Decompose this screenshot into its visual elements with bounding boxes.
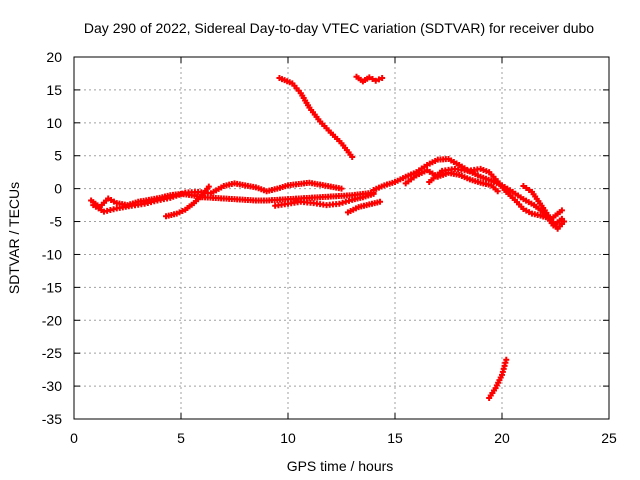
series-trace-6 — [353, 73, 386, 85]
y-tick-label: -10 — [42, 246, 62, 262]
y-tick-label: -20 — [42, 312, 62, 328]
series-trace-5 — [276, 75, 356, 161]
y-tick-label: -15 — [42, 279, 62, 295]
data-series — [88, 73, 568, 401]
y-tick-label: -5 — [50, 214, 63, 230]
series-trace-7 — [344, 198, 384, 216]
series-trace-12 — [486, 356, 510, 401]
data-point — [349, 154, 356, 161]
chart-title: Day 290 of 2022, Sidereal Day-to-day VTE… — [84, 20, 594, 36]
y-tick-label: -25 — [42, 345, 62, 361]
data-point — [503, 356, 510, 363]
data-point — [372, 77, 379, 84]
grid-lines — [74, 57, 609, 419]
data-point — [366, 74, 373, 81]
y-tick-label: 5 — [54, 148, 62, 164]
y-tick-label: 20 — [46, 49, 62, 65]
axis-ticks: 0 5 10 15 20 25 20 15 10 5 0 -5 -10 -15 -20 -25 -30 -35 — [42, 49, 617, 446]
data-point — [494, 188, 501, 195]
x-tick-label: 5 — [177, 430, 185, 446]
x-tick-label: 15 — [387, 430, 403, 446]
y-tick-label: 0 — [54, 181, 62, 197]
data-point — [561, 218, 568, 225]
x-axis-title: GPS time / hours — [287, 458, 394, 474]
x-tick-label: 10 — [280, 430, 296, 446]
x-tick-label: 0 — [70, 430, 78, 446]
data-point — [377, 198, 384, 205]
data-point — [375, 76, 382, 83]
data-point — [205, 183, 212, 190]
x-tick-label: 25 — [601, 430, 617, 446]
y-tick-label: -35 — [42, 411, 62, 427]
y-tick-label: 15 — [46, 82, 62, 98]
data-point — [369, 76, 376, 83]
data-point — [379, 75, 386, 82]
data-point — [558, 207, 565, 214]
series-trace-11 — [520, 183, 568, 232]
y-tick-label: 10 — [46, 115, 62, 131]
y-axis-title: SDTVAR / TECUs — [6, 182, 22, 294]
series-trace-4 — [272, 190, 377, 209]
x-tick-label: 20 — [494, 430, 510, 446]
data-point — [338, 185, 345, 192]
y-tick-label: -30 — [42, 378, 62, 394]
plot-area-frame — [73, 56, 610, 420]
series-trace-2 — [90, 179, 345, 215]
series-trace-3 — [163, 183, 212, 220]
series-trace-8 — [370, 156, 565, 229]
